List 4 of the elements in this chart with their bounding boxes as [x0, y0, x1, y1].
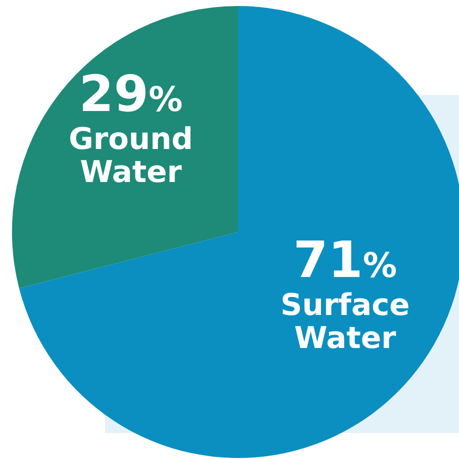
slice-label: Surface Water [280, 288, 410, 356]
data-label: 29% [79, 64, 183, 123]
slice-label: Ground Water [68, 122, 193, 190]
data-label: 71% [293, 231, 397, 290]
